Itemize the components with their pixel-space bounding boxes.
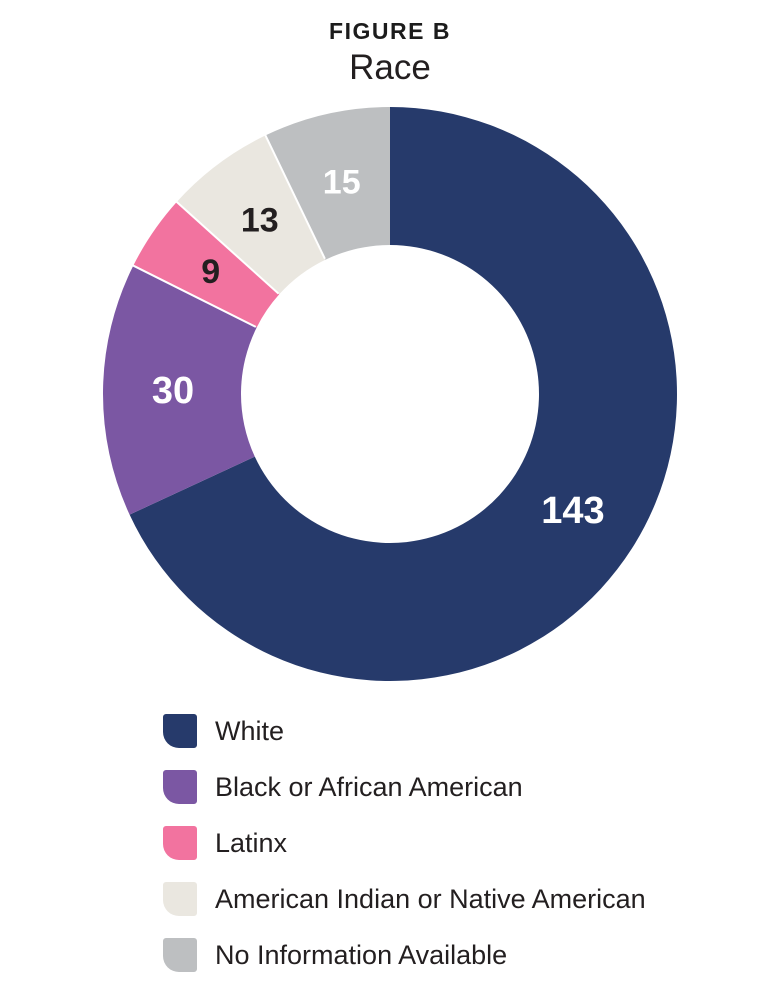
legend: White Black or African American Latinx Amer…: [163, 714, 646, 994]
donut-chart: 143 30 9 13 15: [102, 107, 678, 681]
chart-segment: [102, 265, 257, 515]
legend-swatch: [163, 938, 197, 972]
legend-label: Black or African American: [215, 771, 523, 802]
segment-value-label: 15: [323, 163, 361, 201]
segment-value-label: 30: [152, 370, 194, 412]
legend-swatch: [163, 826, 197, 860]
legend-item: No Information Available: [163, 938, 646, 972]
legend-item: Black or African American: [163, 770, 646, 804]
chart-header: FIGURE B Race: [0, 18, 780, 88]
legend-swatch: [163, 714, 197, 748]
segment-value-label: 13: [241, 201, 279, 239]
legend-label: No Information Available: [215, 939, 508, 970]
segment-value-label: 9: [201, 253, 220, 291]
legend-item: Latinx: [163, 826, 646, 860]
chart-title: Race: [349, 47, 431, 87]
segment-separator: [131, 264, 257, 328]
chart-segment: [133, 201, 280, 328]
segment-value-label: 143: [541, 490, 604, 532]
chart-segment: [176, 135, 326, 295]
legend-item: White: [163, 714, 646, 748]
legend-swatch: [163, 882, 197, 916]
legend-item: American Indian or Native American: [163, 882, 646, 916]
chart-segment: [129, 107, 678, 681]
legend-label: Latinx: [215, 827, 288, 858]
segment-separator: [175, 200, 280, 295]
legend-label: American Indian or Native American: [215, 883, 646, 914]
segment-separator: [264, 134, 326, 260]
legend-label: White: [215, 715, 285, 746]
chart-segment: [265, 107, 390, 260]
legend-swatch: [163, 770, 197, 804]
figure-label: FIGURE B: [329, 18, 451, 44]
